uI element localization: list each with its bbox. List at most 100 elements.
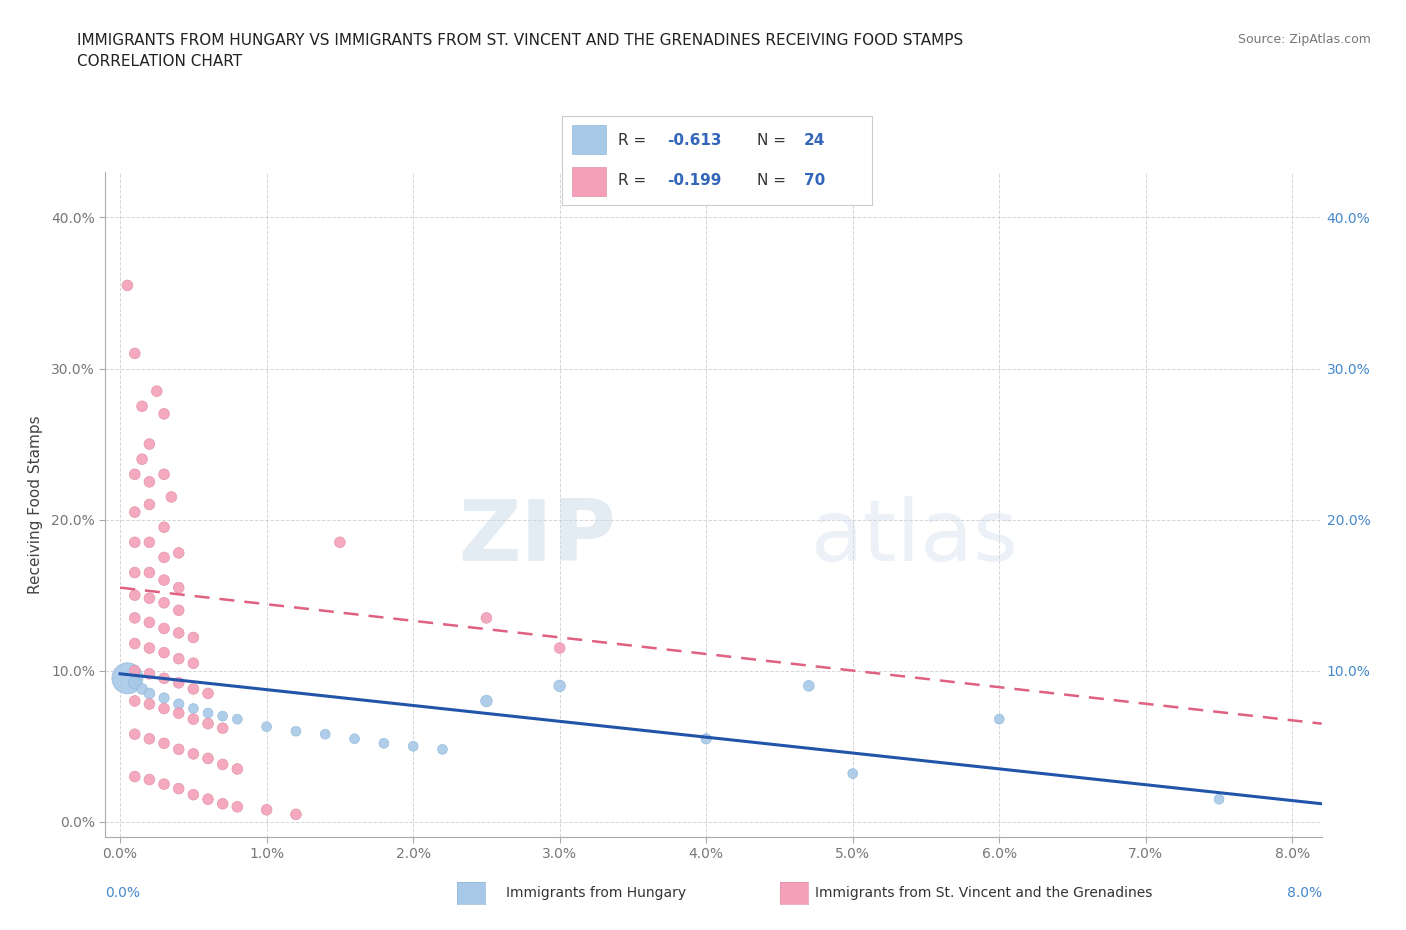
Point (124, 610, 146, 625)
Point (167, 742, 190, 757)
Point (153, 701, 176, 716)
Point (124, 565, 146, 580)
Point (138, 641, 160, 656)
Point (475, 694, 498, 709)
Point (329, 535, 352, 550)
Point (343, 731, 366, 746)
Point (124, 727, 146, 742)
Bar (572, 166, 606, 196)
Text: -0.613: -0.613 (668, 133, 723, 148)
Point (138, 474, 160, 489)
Point (153, 550, 176, 565)
Point (153, 645, 176, 660)
Point (256, 803, 278, 817)
Point (138, 615, 160, 630)
Text: Source: ZipAtlas.com: Source: ZipAtlas.com (1237, 33, 1371, 46)
Bar (572, 126, 606, 154)
Point (117, 671, 139, 685)
Point (211, 709, 233, 724)
Text: -0.199: -0.199 (668, 173, 721, 188)
Point (226, 762, 249, 777)
Text: 0.0%: 0.0% (105, 885, 141, 900)
Text: R =: R = (619, 133, 651, 148)
Point (211, 721, 233, 736)
Point (548, 679, 571, 694)
Point (314, 727, 336, 742)
Text: atlas: atlas (811, 497, 1019, 579)
Point (197, 791, 219, 806)
Text: CORRELATION CHART: CORRELATION CHART (77, 54, 242, 69)
Text: IMMIGRANTS FROM HUNGARY VS IMMIGRANTS FROM ST. VINCENT AND THE GRENADINES RECEIV: IMMIGRANTS FROM HUNGARY VS IMMIGRANTS FR… (77, 33, 963, 47)
Point (153, 573, 176, 588)
Point (1208, 791, 1230, 806)
Point (124, 505, 146, 520)
Point (988, 711, 1011, 726)
Text: N =: N = (758, 173, 792, 188)
Point (373, 736, 395, 751)
Point (138, 667, 160, 682)
Point (284, 807, 307, 822)
Text: Immigrants from St. Vincent and the Grenadines: Immigrants from St. Vincent and the Gren… (815, 885, 1153, 900)
Point (183, 701, 205, 716)
Point (131, 452, 153, 467)
Point (197, 686, 219, 701)
Point (124, 588, 146, 603)
Text: ZIP: ZIP (458, 497, 616, 579)
Point (160, 489, 183, 504)
Point (153, 621, 176, 636)
Point (138, 731, 160, 746)
Point (124, 694, 146, 709)
Point (183, 747, 205, 762)
Point (124, 535, 146, 550)
Point (124, 769, 146, 784)
Point (284, 724, 307, 738)
Point (138, 591, 160, 605)
Point (256, 719, 278, 734)
Point (153, 520, 176, 535)
Point (197, 706, 219, 721)
Point (131, 399, 153, 414)
Text: R =: R = (619, 173, 651, 188)
Point (211, 796, 233, 811)
Point (167, 580, 190, 595)
Point (138, 686, 160, 701)
Point (183, 656, 205, 671)
Point (183, 787, 205, 802)
Point (153, 467, 176, 482)
Point (138, 565, 160, 580)
Point (167, 545, 190, 560)
Point (167, 626, 190, 641)
Point (138, 697, 160, 711)
Point (183, 682, 205, 697)
Point (138, 535, 160, 550)
Point (124, 346, 146, 361)
Point (183, 631, 205, 645)
Point (402, 738, 425, 753)
Point (153, 671, 176, 685)
Point (167, 603, 190, 618)
Point (695, 731, 717, 746)
Text: Immigrants from Hungary: Immigrants from Hungary (506, 885, 686, 900)
Point (167, 697, 190, 711)
Point (124, 675, 146, 690)
Point (153, 777, 176, 791)
Point (145, 384, 167, 399)
Point (797, 679, 820, 694)
Point (167, 651, 190, 666)
Text: 8.0%: 8.0% (1286, 885, 1322, 900)
Y-axis label: Receiving Food Stamps: Receiving Food Stamps (28, 415, 42, 594)
Point (167, 706, 190, 721)
Point (548, 641, 571, 656)
Point (475, 610, 498, 625)
Point (197, 716, 219, 731)
Text: 24: 24 (804, 133, 825, 148)
Text: N =: N = (758, 133, 792, 148)
Point (211, 757, 233, 772)
Point (138, 437, 160, 452)
Point (153, 736, 176, 751)
Point (167, 781, 190, 796)
Point (432, 742, 454, 757)
Point (842, 766, 865, 781)
Point (153, 406, 176, 421)
Text: 70: 70 (804, 173, 825, 188)
